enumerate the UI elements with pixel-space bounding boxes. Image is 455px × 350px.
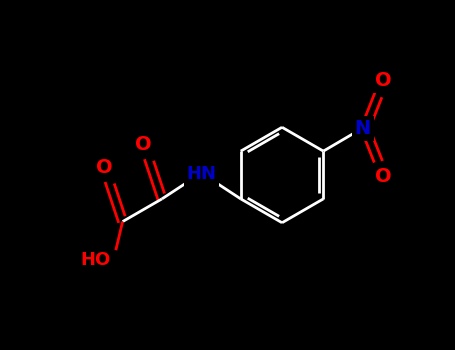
Text: O: O [136,135,152,154]
Text: HN: HN [187,165,216,183]
Text: O: O [375,71,391,90]
Text: N: N [354,119,371,138]
Text: HO: HO [80,251,111,269]
Text: O: O [96,158,113,176]
Text: O: O [375,167,391,186]
